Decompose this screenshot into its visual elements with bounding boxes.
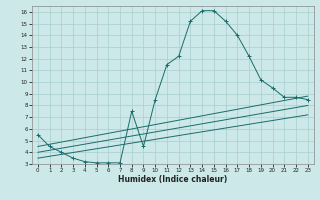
X-axis label: Humidex (Indice chaleur): Humidex (Indice chaleur) (118, 175, 228, 184)
